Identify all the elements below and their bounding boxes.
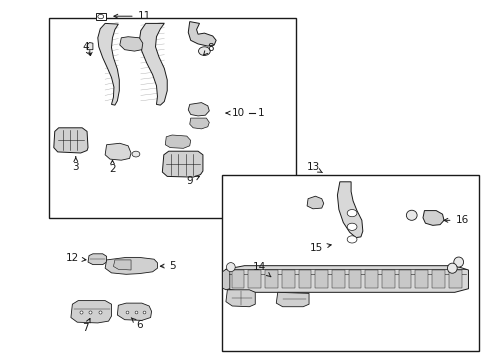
Text: 4: 4 <box>82 42 90 55</box>
Polygon shape <box>337 182 362 238</box>
Polygon shape <box>264 270 277 288</box>
Polygon shape <box>188 22 216 46</box>
Polygon shape <box>105 143 131 160</box>
Polygon shape <box>298 270 311 288</box>
Polygon shape <box>88 254 106 265</box>
Text: 7: 7 <box>82 319 90 333</box>
Polygon shape <box>276 292 308 307</box>
Text: 6: 6 <box>131 318 142 330</box>
Polygon shape <box>448 270 461 288</box>
Polygon shape <box>398 270 410 288</box>
Ellipse shape <box>406 210 416 220</box>
Text: 11: 11 <box>114 11 151 21</box>
Text: 8: 8 <box>203 42 213 55</box>
Ellipse shape <box>447 263 456 273</box>
Text: 2: 2 <box>109 160 116 174</box>
Circle shape <box>98 14 103 19</box>
Polygon shape <box>225 290 255 307</box>
Polygon shape <box>113 260 131 270</box>
Circle shape <box>132 151 140 157</box>
Polygon shape <box>71 301 111 323</box>
Text: 14: 14 <box>252 262 270 277</box>
Bar <box>96 13 105 20</box>
Polygon shape <box>54 128 88 153</box>
Circle shape <box>198 47 210 55</box>
Text: 3: 3 <box>72 157 79 172</box>
Polygon shape <box>87 42 93 50</box>
Polygon shape <box>117 303 151 320</box>
Polygon shape <box>231 270 244 288</box>
Text: 5: 5 <box>160 261 175 271</box>
Text: 9: 9 <box>186 176 199 186</box>
Ellipse shape <box>453 257 463 267</box>
Text: 10: 10 <box>225 108 244 118</box>
Bar <box>49 18 295 218</box>
Polygon shape <box>139 23 167 105</box>
Text: 1: 1 <box>258 108 264 118</box>
Polygon shape <box>415 270 427 288</box>
Polygon shape <box>431 270 444 288</box>
Polygon shape <box>120 37 142 51</box>
Polygon shape <box>381 270 394 288</box>
Text: 15: 15 <box>309 243 330 253</box>
Circle shape <box>346 236 356 243</box>
Text: 16: 16 <box>443 215 468 225</box>
Polygon shape <box>348 270 361 288</box>
Polygon shape <box>98 23 119 105</box>
Ellipse shape <box>226 263 235 271</box>
Text: 13: 13 <box>305 162 322 172</box>
Polygon shape <box>422 211 443 225</box>
Bar <box>222 175 478 351</box>
Polygon shape <box>306 196 323 209</box>
Polygon shape <box>165 135 190 148</box>
Polygon shape <box>315 270 327 288</box>
Text: 12: 12 <box>65 253 86 264</box>
Polygon shape <box>365 270 377 288</box>
Polygon shape <box>248 270 261 288</box>
Polygon shape <box>105 257 157 274</box>
Polygon shape <box>222 269 229 290</box>
Polygon shape <box>188 103 209 116</box>
Polygon shape <box>189 118 209 129</box>
Polygon shape <box>162 151 203 177</box>
Circle shape <box>346 210 356 217</box>
Polygon shape <box>225 266 468 292</box>
Polygon shape <box>281 270 294 288</box>
Polygon shape <box>331 270 344 288</box>
Circle shape <box>346 223 356 230</box>
